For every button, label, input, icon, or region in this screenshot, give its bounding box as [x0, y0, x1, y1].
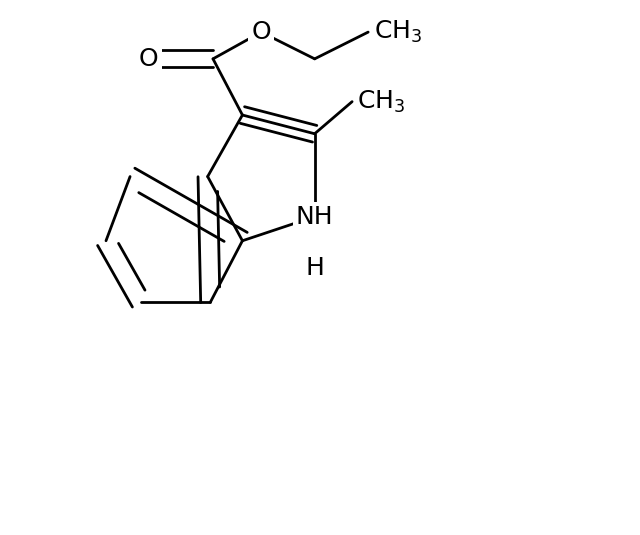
Text: NH: NH [296, 205, 333, 228]
Text: O: O [139, 47, 159, 71]
Text: O: O [252, 20, 271, 44]
Text: CH$_3$: CH$_3$ [374, 19, 422, 45]
Text: CH$_3$: CH$_3$ [358, 89, 406, 114]
Text: H: H [305, 256, 324, 279]
